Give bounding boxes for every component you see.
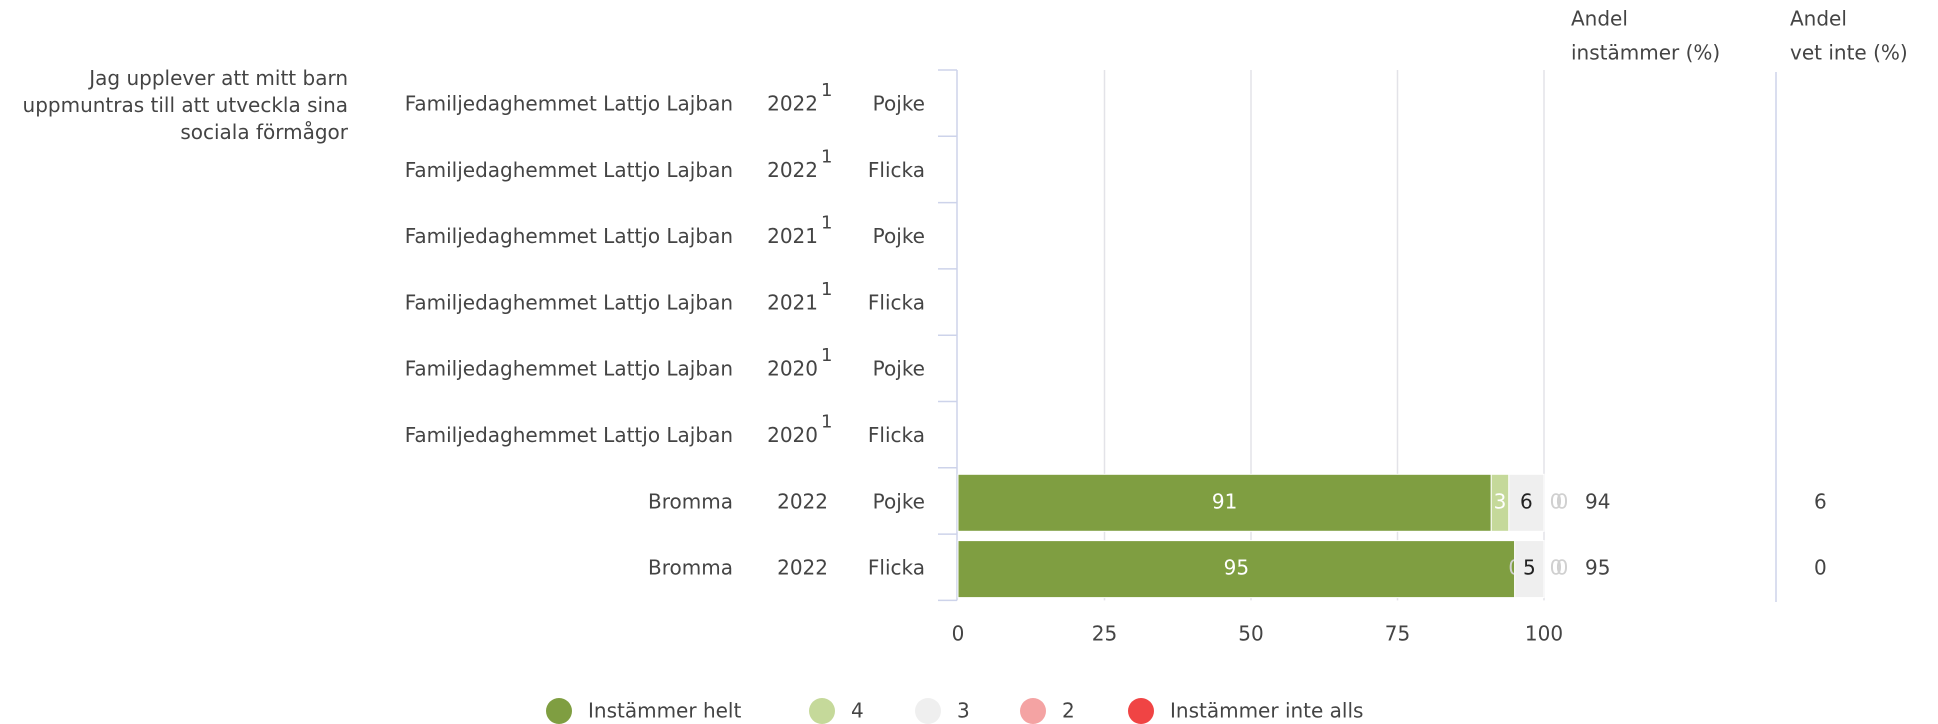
row-unit: Familjedaghemmet Lattjo Lajban	[405, 423, 733, 447]
column-value: 6	[1814, 489, 1827, 513]
row-note: 1	[821, 80, 832, 101]
row-unit: Familjedaghemmet Lattjo Lajban	[405, 357, 733, 381]
x-tick-label: 50	[1238, 622, 1263, 646]
row-year: 2022	[767, 92, 818, 116]
row-year: 2022	[777, 489, 828, 513]
row-year: 2020	[767, 357, 818, 381]
column-value: 95	[1585, 556, 1610, 580]
column-header: vet inte (%)	[1790, 41, 1908, 65]
legend-swatch	[915, 698, 941, 724]
column-value: 0	[1814, 556, 1827, 580]
bar-value-label: 0	[1556, 556, 1569, 580]
row-group: Flicka	[868, 158, 925, 182]
row-group: Flicka	[868, 290, 925, 314]
row-note: 1	[821, 146, 832, 167]
row-note: 1	[821, 345, 832, 366]
legend-swatch	[1020, 698, 1046, 724]
column-value: 94	[1585, 489, 1610, 513]
legend-label: 4	[851, 699, 864, 723]
row-year: 2020	[767, 423, 818, 447]
row-unit: Familjedaghemmet Lattjo Lajban	[405, 92, 733, 116]
x-tick-label: 75	[1385, 622, 1410, 646]
legend-swatch	[1128, 698, 1154, 724]
row-year: 2021	[767, 290, 818, 314]
column-header: instämmer (%)	[1571, 41, 1720, 65]
bar-segment	[1508, 473, 1545, 532]
x-tick-label: 0	[952, 622, 965, 646]
column-header: Andel	[1790, 7, 1847, 31]
legend-label: 3	[957, 699, 970, 723]
bar-value-label: 0	[1556, 489, 1569, 513]
row-unit: Familjedaghemmet Lattjo Lajban	[405, 224, 733, 248]
legend-swatch	[809, 698, 835, 724]
legend-swatch	[546, 698, 572, 724]
row-group: Flicka	[868, 556, 925, 580]
row-group: Pojke	[873, 224, 925, 248]
row-group: Pojke	[873, 489, 925, 513]
bar-segment	[957, 473, 1492, 532]
bar-value-label: 5	[1523, 556, 1536, 580]
bar-segment	[1514, 540, 1545, 599]
row-note: 1	[821, 412, 832, 433]
bar-value-label: 6	[1520, 489, 1533, 513]
bar-value-label: 3	[1494, 489, 1507, 513]
legend-label: Instämmer inte alls	[1170, 699, 1363, 723]
x-tick-label: 25	[1092, 622, 1117, 646]
column-header: Andel	[1571, 7, 1628, 31]
x-tick-label: 100	[1525, 622, 1563, 646]
question: Jag upplever att mitt barn uppmuntras til…	[23, 66, 349, 144]
row-unit: Bromma	[648, 556, 733, 580]
row-year: 2021	[767, 224, 818, 248]
row-unit: Bromma	[648, 489, 733, 513]
row-unit: Familjedaghemmet Lattjo Lajban	[405, 158, 733, 182]
bar-value-label: 0	[1550, 556, 1563, 580]
row-group: Pojke	[873, 92, 925, 116]
row-year: 2022	[767, 158, 818, 182]
bar-segment	[957, 540, 1516, 599]
bar-value-label: 91	[1212, 489, 1237, 513]
row-group: Pojke	[873, 357, 925, 381]
row-unit: Familjedaghemmet Lattjo Lajban	[405, 290, 733, 314]
row-note: 1	[821, 279, 832, 300]
row-year: 2022	[777, 556, 828, 580]
row-note: 1	[821, 213, 832, 234]
legend-label: Instämmer helt	[588, 699, 741, 723]
bar-value-label: 95	[1224, 556, 1249, 580]
bar-value-label: 0	[1550, 489, 1563, 513]
row-group: Flicka	[868, 423, 925, 447]
legend-label: 2	[1062, 699, 1075, 723]
